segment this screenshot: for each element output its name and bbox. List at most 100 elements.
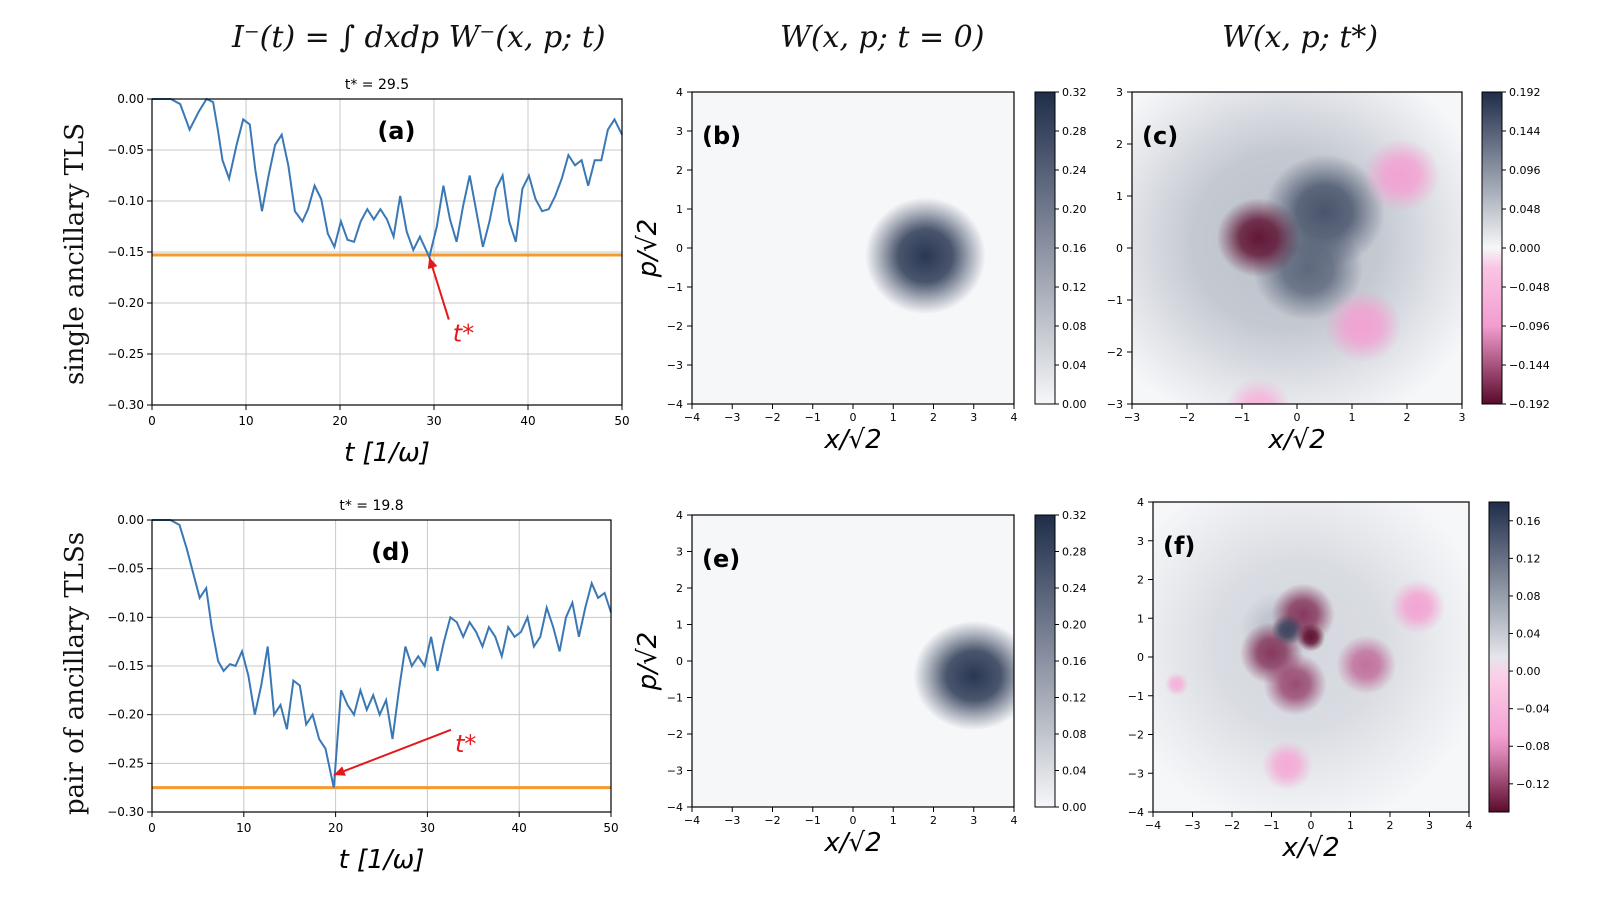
y-tick-label: 2 (676, 164, 683, 177)
y-tick-label: −0.20 (107, 296, 144, 310)
x-tick-label: 20 (328, 821, 343, 835)
y-tick-label: 0 (676, 242, 683, 255)
y-tick-label: 2 (1116, 138, 1123, 151)
colorbar-tick-label: −0.192 (1509, 398, 1550, 411)
y-tick-label: 0 (676, 655, 683, 668)
x-tick-label: −3 (724, 814, 740, 827)
positive-lobe (1271, 614, 1304, 646)
annotation-arrowhead (333, 766, 346, 776)
colorbar-tick-label: −0.144 (1509, 359, 1550, 372)
y-tick-label: −4 (1128, 806, 1144, 819)
colorbar-tick-label: −0.12 (1516, 778, 1550, 791)
y-tick-label: −3 (1107, 398, 1123, 411)
x-tick-label: −4 (1145, 819, 1161, 832)
panel-label: (d) (371, 538, 410, 566)
x-tick-label: 0 (850, 814, 857, 827)
y-tick-label: −4 (667, 801, 683, 814)
colorbar-tick-label: 0.28 (1062, 546, 1087, 559)
y-axis-label: p/√2 (633, 632, 663, 691)
y-tick-label: 1 (1116, 190, 1123, 203)
y-tick-label: 3 (676, 125, 683, 138)
x-axis-label: x/√2 (1267, 425, 1325, 455)
x-tick-label: −3 (1124, 411, 1140, 424)
y-tick-label: 4 (676, 509, 683, 522)
y-tick-label: −0.10 (107, 610, 144, 624)
y-tick-label: −3 (667, 359, 683, 372)
x-tick-label: −1 (1234, 411, 1250, 424)
colorbar-tick-label: 0.20 (1062, 619, 1087, 632)
y-tick-label: 2 (1137, 574, 1144, 587)
colorbar-tick-label: −0.04 (1516, 703, 1550, 716)
colorbar-tick-label: 0.04 (1062, 359, 1087, 372)
y-tick-label: −2 (667, 320, 683, 333)
y-tick-label: −1 (667, 281, 683, 294)
y-tick-label: −1 (1128, 690, 1144, 703)
heatmap-field (913, 620, 1014, 731)
colorbar-tick-label: 0.04 (1062, 765, 1087, 778)
series-line (152, 97, 623, 261)
colorbar-tick-label: 0.00 (1062, 398, 1087, 411)
colorbar-tick-label: 0.16 (1062, 242, 1087, 255)
plot-frame (151, 519, 612, 813)
y-tick-label: 3 (1116, 86, 1123, 99)
x-tick-label: −2 (764, 411, 780, 424)
x-tick-label: 0 (1308, 819, 1315, 832)
x-tick-label: 0 (1294, 411, 1301, 424)
x-tick-label: −2 (764, 814, 780, 827)
negative-lobe (1390, 579, 1446, 634)
x-tick-label: −1 (805, 411, 821, 424)
colorbar-tick-label: 0.00 (1062, 801, 1087, 814)
y-tick-label: −2 (1128, 729, 1144, 742)
column-title-right: W(x, p; t*) (1222, 20, 1379, 55)
panel-label: (a) (377, 117, 415, 145)
negative-lobe (1363, 138, 1440, 212)
colorbar-tick-label: 0.16 (1516, 515, 1541, 528)
y-tick-label: −0.15 (107, 659, 144, 673)
panel-label: (e) (702, 545, 740, 573)
positive-lobe (865, 197, 986, 315)
x-tick-label: −1 (805, 814, 821, 827)
y-tick-label: 1 (676, 619, 683, 632)
colorbar (1034, 91, 1056, 405)
x-tick-label: 0 (148, 821, 156, 835)
colorbar-tick-label: 0.28 (1062, 125, 1087, 138)
colorbar (1488, 501, 1510, 813)
x-tick-label: 1 (1347, 819, 1354, 832)
colorbar-tick-label: −0.08 (1516, 740, 1550, 753)
colorbar (1034, 514, 1056, 808)
y-tick-label: −0.05 (107, 562, 144, 576)
column-title-left: I⁻(t) = ∫ dxdp W⁻(x, p; t) (232, 20, 606, 55)
negative-lobe (1262, 740, 1313, 791)
x-tick-label: 40 (520, 414, 535, 428)
x-tick-label: 2 (930, 814, 937, 827)
y-tick-label: −1 (1107, 294, 1123, 307)
x-tick-label: −2 (1179, 411, 1195, 424)
y-tick-label: −0.15 (107, 245, 144, 259)
colorbar-tick-label: 0.16 (1062, 655, 1087, 668)
colorbar-tick-label: 0.096 (1509, 164, 1541, 177)
annotation-arrowhead (427, 257, 438, 270)
x-tick-label: −3 (724, 411, 740, 424)
x-tick-label: −4 (684, 411, 700, 424)
y-tick-label: −0.30 (107, 398, 144, 412)
y-tick-label: −0.10 (107, 194, 144, 208)
x-tick-label: 0 (148, 414, 156, 428)
negative-lobe (1216, 198, 1301, 278)
x-axis-label: x/√2 (823, 425, 881, 455)
x-tick-label: −2 (1224, 819, 1240, 832)
x-tick-label: 30 (426, 414, 441, 428)
x-tick-label: 3 (970, 814, 977, 827)
y-axis-label: p/√2 (633, 219, 663, 278)
colorbar-tick-label: 0.04 (1516, 628, 1541, 641)
y-tick-label: −1 (667, 692, 683, 705)
x-tick-label: 10 (236, 821, 251, 835)
negative-lobe (1263, 653, 1327, 716)
colorbar-tick-label: 0.32 (1062, 509, 1087, 522)
colorbar-tick-label: 0.00 (1516, 665, 1541, 678)
y-tick-label: −0.25 (107, 347, 144, 361)
x-axis-label: x/√2 (1281, 833, 1339, 863)
heatmap-field (1153, 502, 1469, 812)
x-tick-label: 1 (1349, 411, 1356, 424)
x-tick-label: 3 (1426, 819, 1433, 832)
negative-lobe (1324, 289, 1402, 363)
